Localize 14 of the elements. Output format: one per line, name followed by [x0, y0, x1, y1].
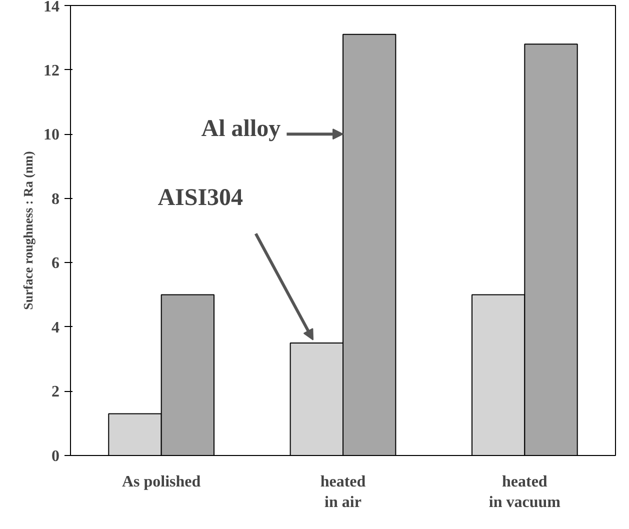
- y-tick-label: 10: [44, 126, 60, 144]
- text: Al alloy: [201, 116, 281, 142]
- text: AISI304: [158, 185, 244, 212]
- y-tick-label: 8: [52, 190, 60, 208]
- x-tick-label: heated in vacuum: [488, 474, 562, 511]
- x-tick-label: As polished: [122, 474, 201, 490]
- y-tick-label: 4: [52, 319, 60, 336]
- y-tick-label: 0: [52, 448, 60, 465]
- y-tick-label: 14: [44, 0, 60, 16]
- y-tick-label: 2: [52, 384, 60, 401]
- y-tick-label: 12: [44, 62, 60, 80]
- y-axis-title: Surface roughness : Ra (nm): [20, 151, 36, 310]
- x-tick-label: heated in air: [320, 474, 366, 511]
- y-tick-label: 6: [52, 255, 60, 272]
